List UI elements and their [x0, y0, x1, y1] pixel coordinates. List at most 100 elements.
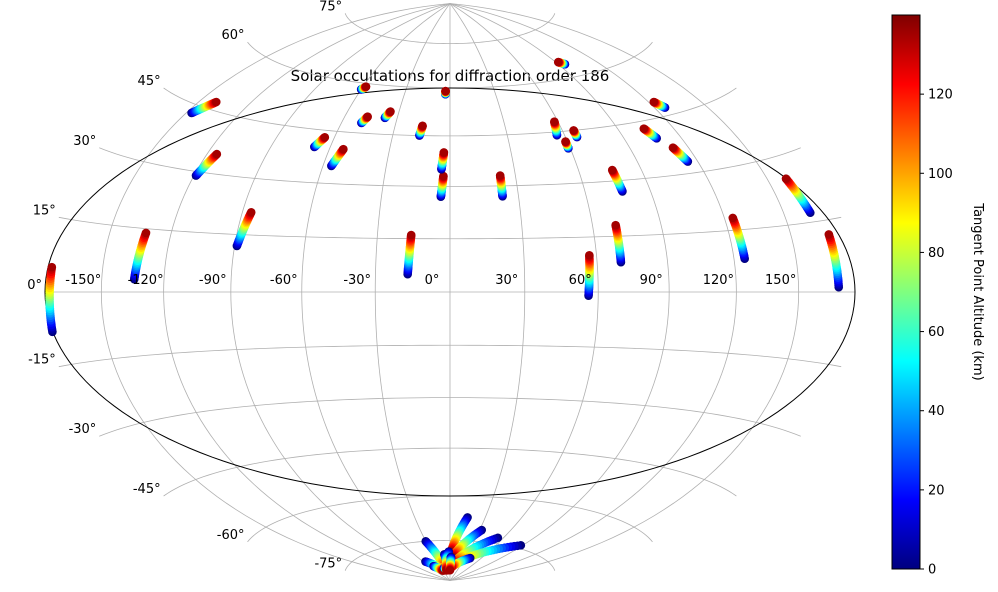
track-point	[445, 565, 455, 575]
lat-tick-label: -75°	[314, 557, 342, 572]
parallel-line	[58, 216, 842, 240]
colorbar	[891, 14, 921, 570]
track-point	[386, 107, 395, 116]
occultation-track	[550, 117, 562, 140]
occultation-track	[380, 107, 395, 123]
lon-tick-label: -30°	[343, 273, 371, 288]
occultation-track	[187, 97, 221, 118]
track-point	[781, 174, 791, 183]
lat-tick-label: 45°	[138, 74, 161, 89]
track-point	[363, 112, 372, 121]
occultation-tracks	[45, 57, 844, 575]
occultation-track	[553, 57, 570, 69]
track-point	[728, 213, 738, 223]
track-point	[668, 143, 678, 152]
lat-tick-label: 75°	[319, 0, 342, 14]
colorbar-tick-label: 80	[928, 246, 945, 261]
lon-tick-label: 120°	[703, 273, 734, 288]
occultation-track	[441, 86, 450, 99]
track-point	[212, 149, 222, 159]
occultation-track	[436, 171, 448, 202]
lat-tick-label: -45°	[133, 482, 161, 497]
track-point	[406, 230, 416, 240]
lat-tick-label: -60°	[217, 528, 245, 543]
lon-tick-label: 150°	[765, 273, 796, 288]
longitude-tick-labels: -150° -120° -90° -60° -30° 0° 30° 60° 90° 120° 150…	[65, 273, 796, 288]
colorbar-label: Tangent Point Altitude (km)	[970, 202, 985, 380]
occultation-track	[45, 262, 57, 337]
lon-tick-label: 0°	[425, 273, 440, 288]
track-point	[47, 262, 57, 272]
graticule	[45, 3, 855, 581]
track-point	[495, 171, 505, 180]
track-point	[611, 220, 620, 230]
occultation-track	[327, 144, 348, 171]
track-point	[361, 82, 371, 91]
track-point	[441, 86, 450, 96]
occultation-track	[639, 124, 662, 143]
lat-tick-label: 30°	[73, 134, 96, 149]
occultation-track	[129, 228, 151, 284]
track-point	[550, 117, 559, 127]
lat-tick-label: -15°	[28, 353, 56, 368]
occultation-track	[824, 230, 844, 292]
parallel-line	[344, 539, 556, 571]
track-point	[553, 57, 563, 67]
lat-tick-label: 60°	[221, 28, 244, 43]
track-point	[439, 148, 449, 157]
occultation-track	[611, 220, 626, 267]
occultation-track	[607, 165, 627, 196]
lat-tick-label: -30°	[69, 422, 97, 437]
colorbar-ticks: 0 20 40 60 80 100 120	[920, 88, 953, 578]
occultation-track	[561, 137, 573, 153]
track-point	[585, 251, 594, 260]
track-point	[639, 124, 649, 133]
lon-tick-label: 60°	[569, 273, 592, 288]
lon-tick-label: -60°	[270, 273, 298, 288]
colorbar-tick-label: 100	[928, 167, 953, 182]
colorbar-tick-label: 20	[928, 483, 945, 498]
occultation-track	[781, 174, 815, 218]
track-point	[141, 228, 151, 238]
track-point	[320, 132, 330, 142]
parallel-line	[99, 397, 801, 437]
occultation-track	[649, 97, 670, 112]
occultation-track	[232, 208, 256, 251]
track-point	[561, 137, 570, 146]
colorbar-tick-label: 60	[928, 325, 945, 340]
track-point	[418, 121, 427, 131]
occultation-track	[356, 82, 371, 94]
occultation-track	[191, 149, 222, 180]
occultation-track	[448, 525, 487, 562]
latitude-tick-labels: 75° 60° 45° 30° 15° 0° -15° -30° -45° -60° -75°	[27, 0, 342, 572]
parallel-line	[163, 87, 737, 137]
lon-tick-label: -90°	[199, 273, 227, 288]
colorbar-tick-label: 40	[928, 404, 945, 419]
parallel-line	[163, 447, 737, 497]
colorbar-tick-label: 120	[928, 88, 953, 103]
track-point	[607, 165, 617, 175]
occultation-track	[569, 126, 582, 142]
occultation-track	[445, 552, 456, 575]
occultation-track	[668, 143, 693, 166]
occultation-track	[310, 132, 330, 152]
lat-tick-label: 15°	[33, 203, 56, 218]
parallel-line	[344, 13, 556, 45]
track-point	[211, 97, 221, 107]
lon-tick-label: -120°	[128, 273, 164, 288]
track-point	[246, 208, 256, 217]
lon-tick-label: 30°	[495, 273, 518, 288]
occultation-track	[437, 148, 449, 174]
track-point	[569, 126, 578, 135]
occultation-track	[584, 251, 594, 300]
parallel-line	[58, 344, 842, 368]
track-point	[439, 171, 448, 181]
colorbar-tick-label: 0	[928, 563, 936, 578]
lon-tick-label: -150°	[65, 273, 101, 288]
lon-tick-label: 90°	[640, 273, 663, 288]
occultation-track	[728, 213, 749, 264]
track-point	[824, 230, 834, 239]
occultation-track	[415, 121, 427, 140]
track-point	[649, 97, 659, 107]
